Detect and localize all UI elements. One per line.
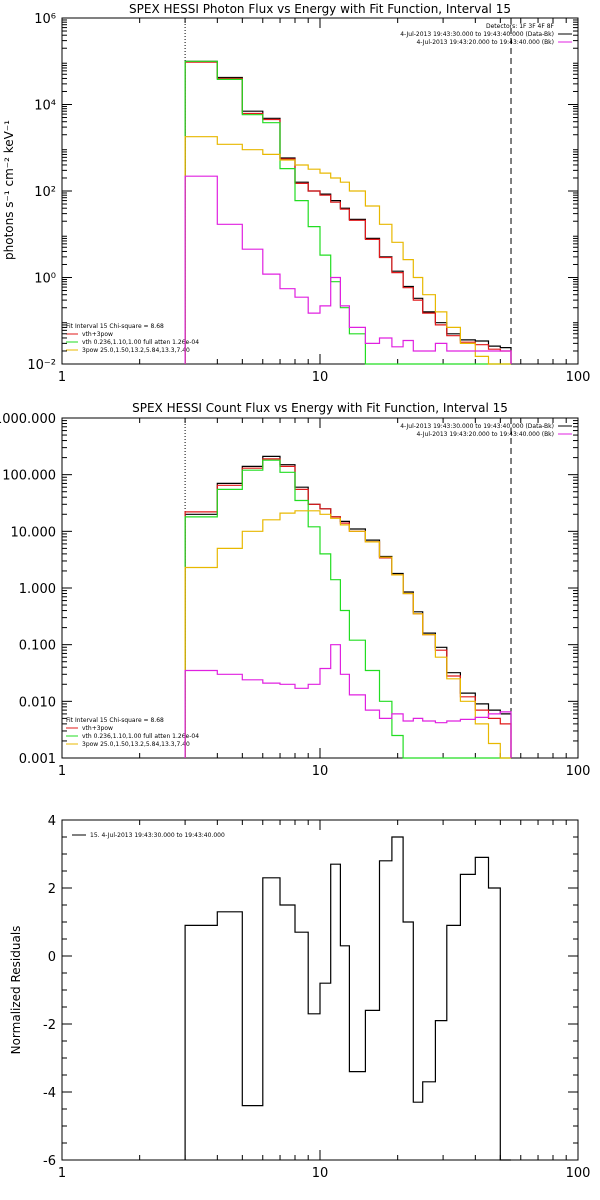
y-tick-label: -2 (43, 1018, 56, 1033)
y-tick-label: 2 (48, 882, 56, 897)
x-tick-label: 10 (312, 764, 329, 779)
x-tick-label: 1 (58, 1166, 66, 1181)
x-tick-label: 1 (58, 370, 66, 385)
legend-top-right-text: 4-Jul-2013 19:43:20.000 to 19:43:40.000 … (416, 39, 554, 46)
photon-flux-panel: SPEX HESSI Photon Flux vs Energy with Fi… (2, 2, 590, 385)
x-tick-label: 100 (566, 370, 591, 385)
y-tick-label: 100.000 (2, 469, 56, 484)
legend-top-right-text: Detectors: 1F 3F 4F 8F (486, 23, 555, 30)
residuals-axis-ticks: 1 10 100 -6 -4 -2 0 2 4 (43, 814, 590, 1181)
series-bpow-line (184, 510, 511, 759)
photon-chart-marks (184, 18, 512, 365)
legend-bottom-left-text: 3pow 25.0,1.50,13.2,5.84,13.3,7.40 (82, 347, 190, 354)
legend-bottom-left-text: Fit Interval 15 Chi-square = 8.68 (66, 323, 164, 330)
legend-bottom-left-text: vth 0.236,1.10,1.00 full atten 1.26e-04 (82, 733, 199, 740)
y-tick-label: 1000.000 (0, 412, 56, 427)
series-total-line (184, 60, 512, 364)
count-flux-panel: SPEX HESSI Count Flux vs Energy with Fit… (0, 401, 590, 779)
series-total-line (184, 836, 511, 1161)
residuals-y-axis-label: Normalized Residuals (9, 926, 23, 1055)
count-chart-marks (184, 418, 512, 759)
count-axis-ticks: 1 10 100 0.001 0.010 0.100 1.000 10.000 100.000 1… (0, 412, 590, 779)
legend-top-right-text: 4-Jul-2013 19:43:30.000 to 19:43:40.000 … (400, 31, 554, 38)
y-tick-label: 10⁰ (34, 272, 56, 287)
legend-top-right-text: 4-Jul-2013 19:43:20.000 to 19:43:40.000 … (416, 431, 554, 438)
y-tick-label: 10⁴ (34, 99, 56, 114)
photon-axis-ticks: 1 10 100 10⁻² 10⁰ 10² 10⁴ 10⁶ (27, 12, 590, 385)
y-tick-label: 10² (34, 185, 56, 200)
photon-y-axis-label: photons s⁻¹ cm⁻² keV⁻¹ (2, 120, 16, 260)
photon-legend-top-right: Detectors: 1F 3F 4F 8F4-Jul-2013 19:43:3… (400, 23, 572, 46)
count-chart-title: SPEX HESSI Count Flux vs Energy with Fit… (132, 401, 508, 415)
y-tick-label: -4 (43, 1086, 56, 1101)
x-tick-label: 10 (312, 370, 329, 385)
series-vth-line (184, 459, 511, 759)
series-vth-line (184, 60, 511, 365)
count-legend-top-right: 4-Jul-2013 19:43:30.000 to 19:43:40.000 … (400, 423, 572, 438)
y-tick-label: 0.001 (19, 752, 56, 767)
y-tick-label: 10⁻² (27, 358, 56, 373)
count-plot-frame (61, 417, 579, 759)
x-tick-label: 100 (566, 764, 591, 779)
y-tick-label: 0 (48, 950, 56, 965)
residuals-legend: 15. 4-Jul-2013 19:43:30.000 to 19:43:40.… (72, 832, 225, 839)
y-tick-label: -6 (43, 1154, 56, 1169)
photon-legend-bottom-left: Fit Interval 15 Chi-square = 8.68vth+3po… (66, 323, 199, 354)
legend-bottom-left-text: Fit Interval 15 Chi-square = 8.68 (66, 717, 164, 724)
x-tick-label: 10 (312, 1166, 329, 1181)
series-total-line (184, 455, 512, 758)
x-tick-label: 100 (566, 1166, 591, 1181)
y-tick-label: 0.100 (19, 639, 56, 654)
legend-bottom-left-text: vth+3pow (82, 725, 113, 732)
count-legend-bottom-left: Fit Interval 15 Chi-square = 8.68vth+3po… (66, 717, 199, 748)
y-tick-label: 0.010 (19, 695, 56, 710)
series-background-line (184, 175, 512, 364)
y-tick-label: 10.000 (11, 525, 57, 540)
series-sum_fit-line (184, 61, 512, 364)
y-tick-label: 1.000 (19, 582, 56, 597)
series-background-line (184, 644, 512, 758)
series-sum_fit-line (184, 458, 512, 758)
legend-bottom-left-text: 3pow 25.0,1.50,13.2,5.84,13.3,7.40 (82, 741, 190, 748)
residuals-chart-marks (184, 836, 511, 1161)
x-tick-label: 1 (58, 764, 66, 779)
residuals-panel: Normalized Residuals 15. 4-Jul-2013 19:4… (9, 814, 590, 1181)
photon-chart-title: SPEX HESSI Photon Flux vs Energy with Fi… (129, 2, 511, 16)
legend-top-left-text: 15. 4-Jul-2013 19:43:30.000 to 19:43:40.… (90, 832, 225, 839)
legend-bottom-left-text: vth 0.236,1.10,1.00 full atten 1.26e-04 (82, 339, 199, 346)
series-bpow-line (184, 136, 511, 365)
y-tick-label: 10⁶ (34, 12, 56, 27)
legend-bottom-left-text: vth+3pow (82, 331, 113, 338)
y-tick-label: 4 (48, 814, 56, 829)
legend-top-right-text: 4-Jul-2013 19:43:30.000 to 19:43:40.000 … (400, 423, 554, 430)
